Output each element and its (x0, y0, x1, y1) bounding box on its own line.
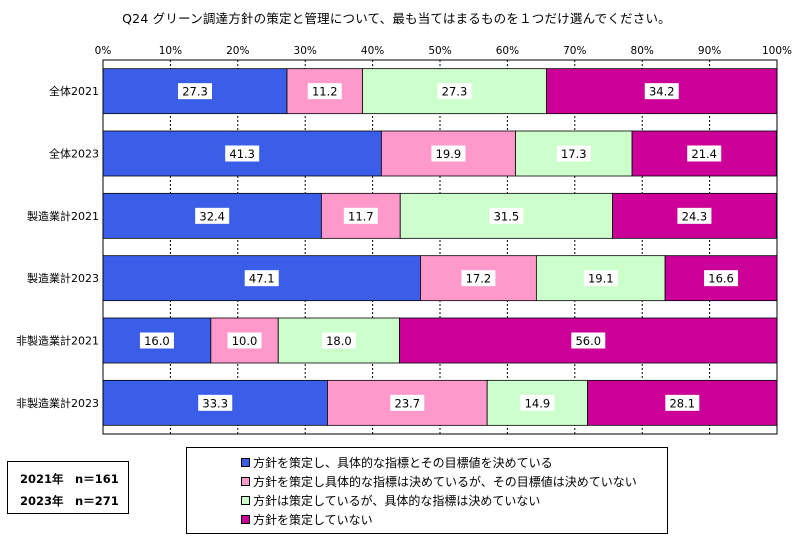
data-label: 19.1 (588, 272, 614, 286)
data-label-bg (583, 270, 618, 287)
x-tick-label: 80% (631, 45, 654, 57)
legend-label-2: 方針を策定し具体的な指標は決めているが、その目標値は決めていない (253, 475, 637, 489)
data-label: 27.3 (442, 85, 468, 99)
x-tick-label: 10% (159, 45, 182, 57)
data-label: 33.3 (202, 396, 228, 410)
x-tick-label: 70% (563, 45, 586, 57)
bar-segment (102, 317, 212, 364)
category-label: 製造業計2023 (27, 271, 99, 285)
data-label-bg (687, 145, 722, 162)
data-label-bg (139, 332, 174, 349)
legend-item-1: 方針を策定し、具体的な指標とその目標値を決めている (241, 454, 553, 471)
legend-label-1: 方針を策定し、具体的な指標とその目標値を決めている (253, 456, 553, 470)
data-label: 16.0 (144, 334, 170, 348)
legend-label-4: 方針を策定していない (253, 513, 373, 527)
x-tick-label: 40% (361, 45, 384, 57)
data-label: 10.0 (232, 334, 258, 348)
sample-size-box: 2021年 n＝161 2023年 n＝271 (7, 461, 129, 514)
data-label-bg (227, 332, 262, 349)
data-label: 16.6 (708, 272, 734, 286)
chart-title: Q24 グリーン調達方針の策定と管理について、最も当てはまるものを１つだけ選んで… (122, 11, 671, 26)
x-tick-label: 50% (428, 45, 451, 57)
data-label-bg (704, 270, 739, 287)
data-label: 17.3 (561, 147, 587, 161)
legend-swatch-4 (241, 515, 250, 524)
data-label: 41.3 (229, 147, 255, 161)
category-label: 製造業計2021 (27, 209, 99, 223)
data-label: 27.3 (182, 85, 208, 99)
data-label-bg (556, 145, 591, 162)
data-label: 34.2 (649, 85, 675, 99)
data-label-bg (431, 145, 466, 162)
data-label-bg (571, 332, 606, 349)
plot-area (103, 60, 777, 434)
data-label-bg (461, 270, 496, 287)
sample-size-2023: 2023年 n＝271 (20, 494, 119, 508)
legend-swatch-3 (241, 496, 250, 505)
data-label-bg (195, 207, 230, 224)
x-tick-label: 60% (496, 45, 519, 57)
legend-label-3: 方針は策定しているが、具体的な指標は決めていない (253, 494, 541, 508)
legend-swatch-2 (241, 477, 250, 486)
x-tick-label: 100% (762, 45, 792, 57)
data-label-bg (677, 207, 712, 224)
data-label-bg (321, 332, 356, 349)
data-label-bg (489, 207, 524, 224)
data-label-bg (665, 394, 700, 411)
data-label-bg (178, 83, 213, 100)
data-label-bg (244, 270, 279, 287)
data-label: 18.0 (326, 334, 352, 348)
x-tick-label: 30% (294, 45, 317, 57)
legend-swatch-1 (241, 458, 250, 467)
data-label-bg (437, 83, 472, 100)
plot-frame (102, 59, 778, 435)
data-label: 28.1 (669, 396, 695, 410)
data-label: 14.9 (525, 396, 551, 410)
data-label-bg (520, 394, 555, 411)
legend-item-3: 方針は策定しているが、具体的な指標は決めていない (241, 492, 540, 509)
category-label: 全体2021 (49, 84, 99, 98)
legend-item-4: 方針を策定していない (241, 511, 373, 528)
data-label-bg (390, 394, 425, 411)
data-label: 56.0 (575, 334, 601, 348)
x-tick-label: 20% (226, 45, 249, 57)
sample-size-2021: 2021年 n＝161 (20, 472, 119, 486)
data-label: 11.7 (348, 209, 374, 223)
data-label: 17.2 (466, 272, 492, 286)
data-label-bg (343, 207, 378, 224)
x-tick-label: 90% (698, 45, 721, 57)
x-tick-label: 0% (95, 45, 112, 57)
data-label: 19.9 (436, 147, 462, 161)
data-label: 24.3 (682, 209, 708, 223)
data-label: 21.4 (691, 147, 717, 161)
category-label: 非製造業計2021 (16, 334, 99, 348)
data-label: 47.1 (249, 272, 275, 286)
data-label: 32.4 (199, 209, 225, 223)
legend-item-2: 方針を策定し具体的な指標は決めているが、その目標値は決めていない (241, 473, 637, 490)
category-label: 全体2023 (49, 147, 99, 161)
data-label: 11.2 (312, 85, 338, 99)
data-label-bg (198, 394, 233, 411)
data-label-bg (307, 83, 342, 100)
data-label-bg (644, 83, 679, 100)
data-label: 23.7 (395, 396, 421, 410)
data-label-bg (225, 145, 260, 162)
category-label: 非製造業計2023 (16, 396, 99, 410)
legend: 方針を策定し、具体的な指標とその目標値を決めている 方針を策定し具体的な指標は決… (186, 447, 668, 534)
data-label: 31.5 (494, 209, 520, 223)
